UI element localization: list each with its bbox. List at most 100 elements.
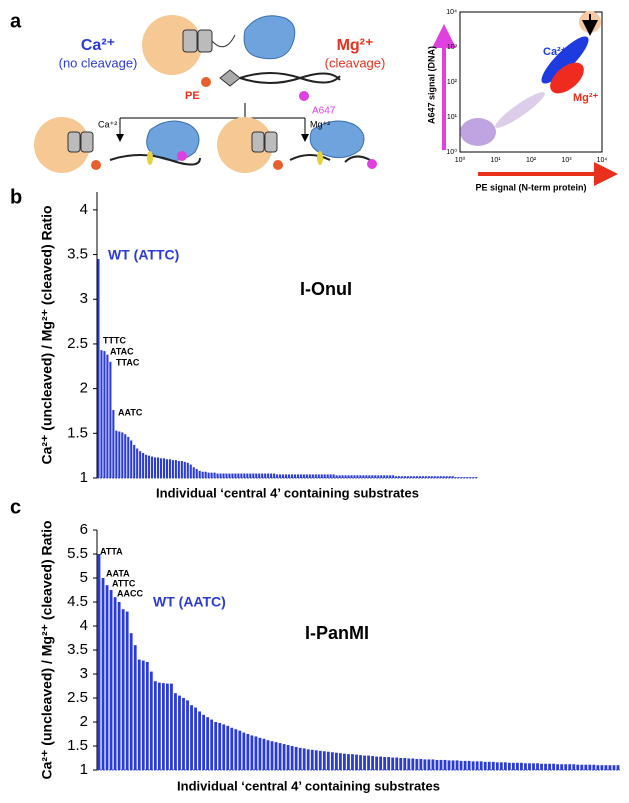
bar (317, 474, 320, 478)
decoration (211, 34, 236, 48)
bar (447, 760, 451, 770)
y-tick-label: 4 (80, 201, 88, 218)
bar (451, 476, 454, 478)
bar (234, 473, 237, 478)
bar (258, 737, 262, 770)
bar (463, 760, 467, 770)
bar (592, 764, 596, 770)
bar (293, 474, 296, 478)
bar (198, 711, 201, 770)
y-tick-label: 4 (80, 617, 88, 634)
bar (532, 763, 535, 770)
decoration (146, 120, 200, 161)
bar (204, 471, 207, 478)
bar (423, 759, 427, 770)
bar (148, 455, 151, 478)
bar (407, 758, 411, 770)
bar (524, 763, 527, 770)
bar (403, 758, 407, 770)
bar (430, 476, 433, 478)
bar (353, 475, 356, 478)
bar (439, 759, 443, 770)
bar (371, 475, 374, 478)
bar (210, 472, 213, 478)
y-tick-label: 3 (80, 290, 88, 307)
bar (427, 476, 430, 478)
bar (109, 361, 112, 478)
bar (365, 475, 368, 478)
bar (419, 758, 423, 770)
scatter-x-tick: 10⁴ (597, 157, 608, 164)
mg-note: (cleavage) (325, 55, 386, 70)
bar (234, 729, 238, 770)
bar (286, 745, 290, 770)
bar (511, 762, 515, 770)
annotation: AATA (106, 568, 130, 578)
bar (471, 761, 475, 770)
scatter-plot (432, 11, 618, 186)
annotation: TTAC (116, 357, 140, 367)
annotation: ATTA (100, 546, 123, 556)
ca-branch: Ca⁺² (98, 119, 117, 129)
y-tick-label: 2 (80, 713, 88, 730)
bar (391, 757, 395, 770)
bar (296, 474, 299, 478)
bar (228, 473, 231, 478)
bar (499, 762, 503, 770)
bar (201, 471, 204, 478)
bar (145, 662, 149, 770)
bar (389, 475, 392, 478)
bar (231, 473, 234, 478)
annotation: ATAC (110, 346, 134, 356)
bar (267, 473, 270, 478)
bar (418, 476, 421, 478)
bar (186, 700, 189, 770)
pe-label: PE (185, 90, 200, 102)
y-tick-label: 2.5 (67, 335, 88, 352)
bar (117, 602, 121, 770)
bar (351, 754, 354, 770)
bar (103, 351, 106, 478)
scatter-y-tick: 10² (447, 79, 458, 86)
bar (401, 476, 404, 478)
bar (516, 762, 519, 770)
scatter-ca-label: Ca²⁺ (543, 46, 567, 58)
bar (323, 474, 326, 478)
annotation: WT (AATC) (153, 594, 226, 610)
bar (347, 754, 350, 770)
bar (266, 740, 270, 770)
bar (439, 476, 442, 478)
bar (145, 454, 148, 478)
decoration (309, 120, 365, 159)
y-tick-label: 2 (80, 380, 88, 397)
y-tick-label: 5 (80, 569, 88, 586)
bar (118, 431, 121, 478)
bar (433, 476, 436, 478)
bar (112, 410, 115, 478)
bar (290, 474, 294, 478)
ca-note: (no cleavage) (59, 55, 138, 70)
bar (97, 259, 100, 478)
decoration (91, 160, 101, 170)
decoration (219, 69, 241, 87)
scatter-mg-label: Mg²⁺ (573, 92, 599, 104)
bar (383, 475, 386, 478)
decoration (34, 117, 90, 173)
bar (421, 476, 424, 478)
bar (454, 477, 457, 478)
bar (161, 683, 165, 770)
bar (222, 473, 225, 478)
decoration (239, 72, 341, 84)
bar (125, 611, 129, 770)
bar (222, 724, 226, 770)
bar (608, 765, 612, 770)
bar (330, 752, 334, 770)
bar (442, 476, 445, 478)
bar (495, 762, 499, 770)
bar (250, 735, 254, 770)
y-tick-label: 6 (80, 521, 88, 538)
decoration (299, 91, 309, 101)
decoration (273, 160, 283, 170)
bar (363, 755, 366, 770)
